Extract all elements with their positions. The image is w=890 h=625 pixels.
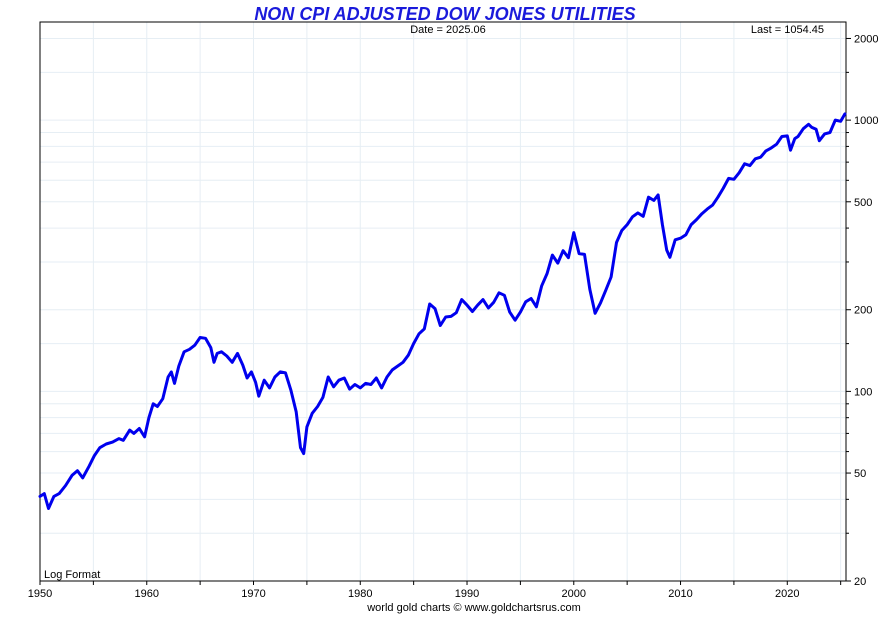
footer-credit: world gold charts © www.goldchartsrus.co…	[366, 602, 581, 614]
x-tick-label: 2020	[775, 588, 799, 600]
y-tick-label: 100	[854, 386, 872, 398]
series-line	[38, 112, 847, 510]
last-value-label: Last = 1054.45	[751, 24, 824, 36]
date-label: Date = 2025.06	[410, 24, 486, 36]
y-tick-label: 2000	[854, 33, 878, 45]
y-tick-label: 200	[854, 305, 872, 317]
plot-frame	[39, 21, 847, 582]
y-tick-label: 50	[854, 468, 866, 480]
x-tick-label: 2010	[668, 588, 692, 600]
y-tick-label: 1000	[854, 115, 878, 127]
y-tick-label: 20	[854, 576, 866, 588]
x-tick-label: 1960	[135, 588, 159, 600]
gridlines	[40, 22, 846, 582]
y-axis: 20 50 100 200 500 1000 2000	[846, 33, 878, 588]
y-tick-label: 500	[854, 197, 872, 209]
x-tick-label: 1970	[241, 588, 265, 600]
x-axis: 1950 1960 1970 1980 1990 2000 2010 2020	[28, 581, 842, 600]
log-format-label: Log Format	[44, 569, 100, 581]
x-tick-label: 1990	[455, 588, 479, 600]
x-tick-label: 1950	[28, 588, 52, 600]
chart-title: NON CPI ADJUSTED DOW JONES UTILITIES	[254, 4, 635, 24]
x-tick-label: 1980	[348, 588, 372, 600]
x-tick-label: 2000	[562, 588, 586, 600]
